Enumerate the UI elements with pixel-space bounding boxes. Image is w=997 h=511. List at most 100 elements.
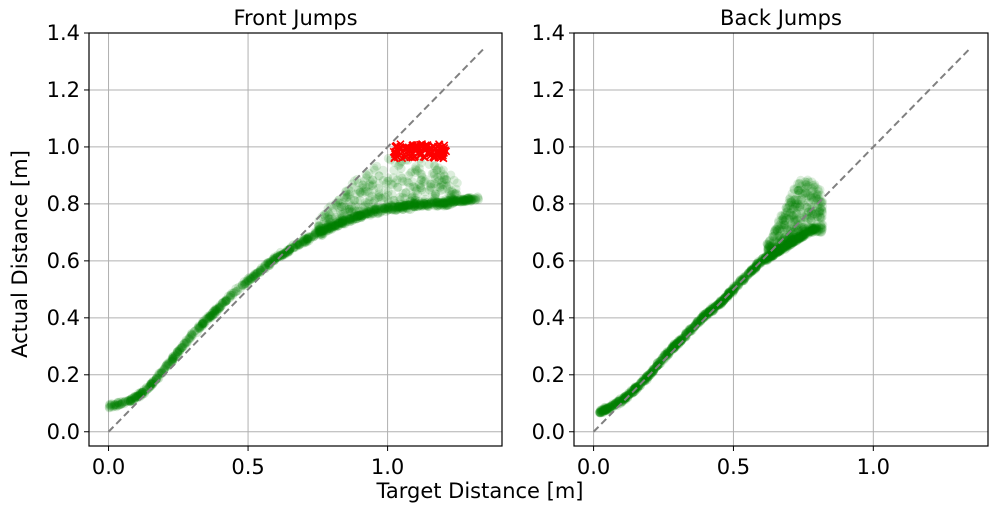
scatter-point <box>314 227 324 237</box>
scatter-point <box>389 195 399 205</box>
scatter-point <box>701 311 710 321</box>
scatter-point <box>269 252 279 262</box>
scatter-point <box>774 244 784 254</box>
scatter-point <box>796 195 806 205</box>
scatter-point <box>793 231 803 241</box>
scatter-point <box>661 351 671 361</box>
scatter-point <box>610 398 620 408</box>
scatter-point <box>790 232 800 242</box>
scatter-point <box>766 251 776 261</box>
scatter-point <box>806 227 816 237</box>
scatter-point <box>337 215 347 225</box>
scatter-point <box>451 195 461 205</box>
scatter-point <box>780 215 790 225</box>
scatter-point <box>338 219 348 229</box>
scatter-point <box>596 407 605 417</box>
scatter-point <box>323 224 333 234</box>
scatter-point <box>393 201 403 211</box>
scatter-point <box>676 337 686 347</box>
scatter-point <box>338 209 348 219</box>
scatter-point <box>254 267 264 277</box>
scatter-point <box>383 203 393 212</box>
scatter-point <box>210 308 220 318</box>
scatter-point <box>779 244 789 254</box>
scatter-point <box>357 212 367 222</box>
scatter-point <box>326 224 336 234</box>
scatter-point <box>108 402 118 412</box>
scatter-point <box>778 243 788 253</box>
scatter-point <box>763 239 773 249</box>
scatter-point <box>428 200 438 209</box>
scatter-point <box>776 211 786 220</box>
scatter-point <box>786 225 796 235</box>
scatter-point <box>176 343 186 353</box>
scatter-point <box>600 406 609 416</box>
scatter-point <box>612 396 622 406</box>
scatter-point <box>177 343 187 353</box>
scatter-point <box>352 211 362 221</box>
scatter-point <box>275 250 285 260</box>
scatter-point <box>324 225 334 235</box>
scatter-point <box>426 198 435 208</box>
scatter-point <box>772 233 782 243</box>
scatter-point <box>420 176 430 186</box>
scatter-point <box>326 218 336 228</box>
scatter-point <box>370 204 380 214</box>
scatter-point <box>605 402 615 412</box>
scatter-point <box>373 193 383 202</box>
scatter-point <box>106 401 116 411</box>
scatter-point <box>396 202 406 212</box>
scatter-point <box>818 202 827 212</box>
scatter-point <box>774 246 784 256</box>
scatter-point <box>804 191 814 201</box>
scatter-point <box>782 242 792 251</box>
scatter-point <box>183 337 192 347</box>
scatter-point <box>356 210 366 219</box>
scatter-point <box>794 234 804 244</box>
scatter-point <box>428 198 438 208</box>
scatter-point <box>336 206 345 216</box>
scatter-point <box>795 185 805 195</box>
scatter-point <box>194 323 204 333</box>
scatter-point <box>146 379 156 389</box>
scatter-point <box>795 234 805 244</box>
scatter-point <box>357 209 367 219</box>
scatter-point <box>685 324 695 334</box>
scatter-point <box>797 197 807 207</box>
scatter-point <box>808 195 818 205</box>
scatter-point <box>174 347 184 357</box>
scatter-point <box>203 316 212 325</box>
scatter-point <box>434 198 444 208</box>
scatter-point <box>803 181 813 191</box>
scatter-point <box>786 237 795 247</box>
scatter-point <box>255 265 265 275</box>
scatter-point <box>359 176 369 186</box>
outlier-marker <box>422 142 431 152</box>
scatter-point <box>793 234 803 243</box>
scatter-point <box>434 163 444 173</box>
scatter-point <box>361 210 371 219</box>
scatter-point <box>198 319 208 328</box>
scatter-point <box>811 199 821 208</box>
scatter-point <box>336 217 346 227</box>
scatter-point <box>440 196 450 206</box>
scatter-point <box>796 188 806 198</box>
scatter-point <box>798 230 808 240</box>
scatter-point <box>450 196 460 206</box>
scatter-point <box>439 175 449 185</box>
scatter-point <box>199 318 209 328</box>
scatter-point <box>139 385 149 395</box>
scatter-point <box>344 215 354 225</box>
scatter-point <box>393 182 403 192</box>
scatter-point <box>358 180 367 190</box>
scatter-point <box>801 193 811 203</box>
scatter-point <box>781 203 791 213</box>
scatter-point <box>797 223 807 233</box>
scatter-point <box>346 215 355 225</box>
scatter-point <box>197 320 207 329</box>
scatter-point <box>337 202 347 212</box>
scatter-point <box>716 298 726 308</box>
scatter-point <box>461 196 471 206</box>
scatter-point <box>663 349 673 359</box>
scatter-point <box>220 297 230 307</box>
